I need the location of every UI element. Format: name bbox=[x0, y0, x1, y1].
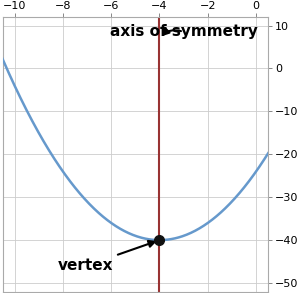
Text: axis of symmetry: axis of symmetry bbox=[110, 24, 258, 40]
Text: vertex: vertex bbox=[58, 241, 155, 273]
